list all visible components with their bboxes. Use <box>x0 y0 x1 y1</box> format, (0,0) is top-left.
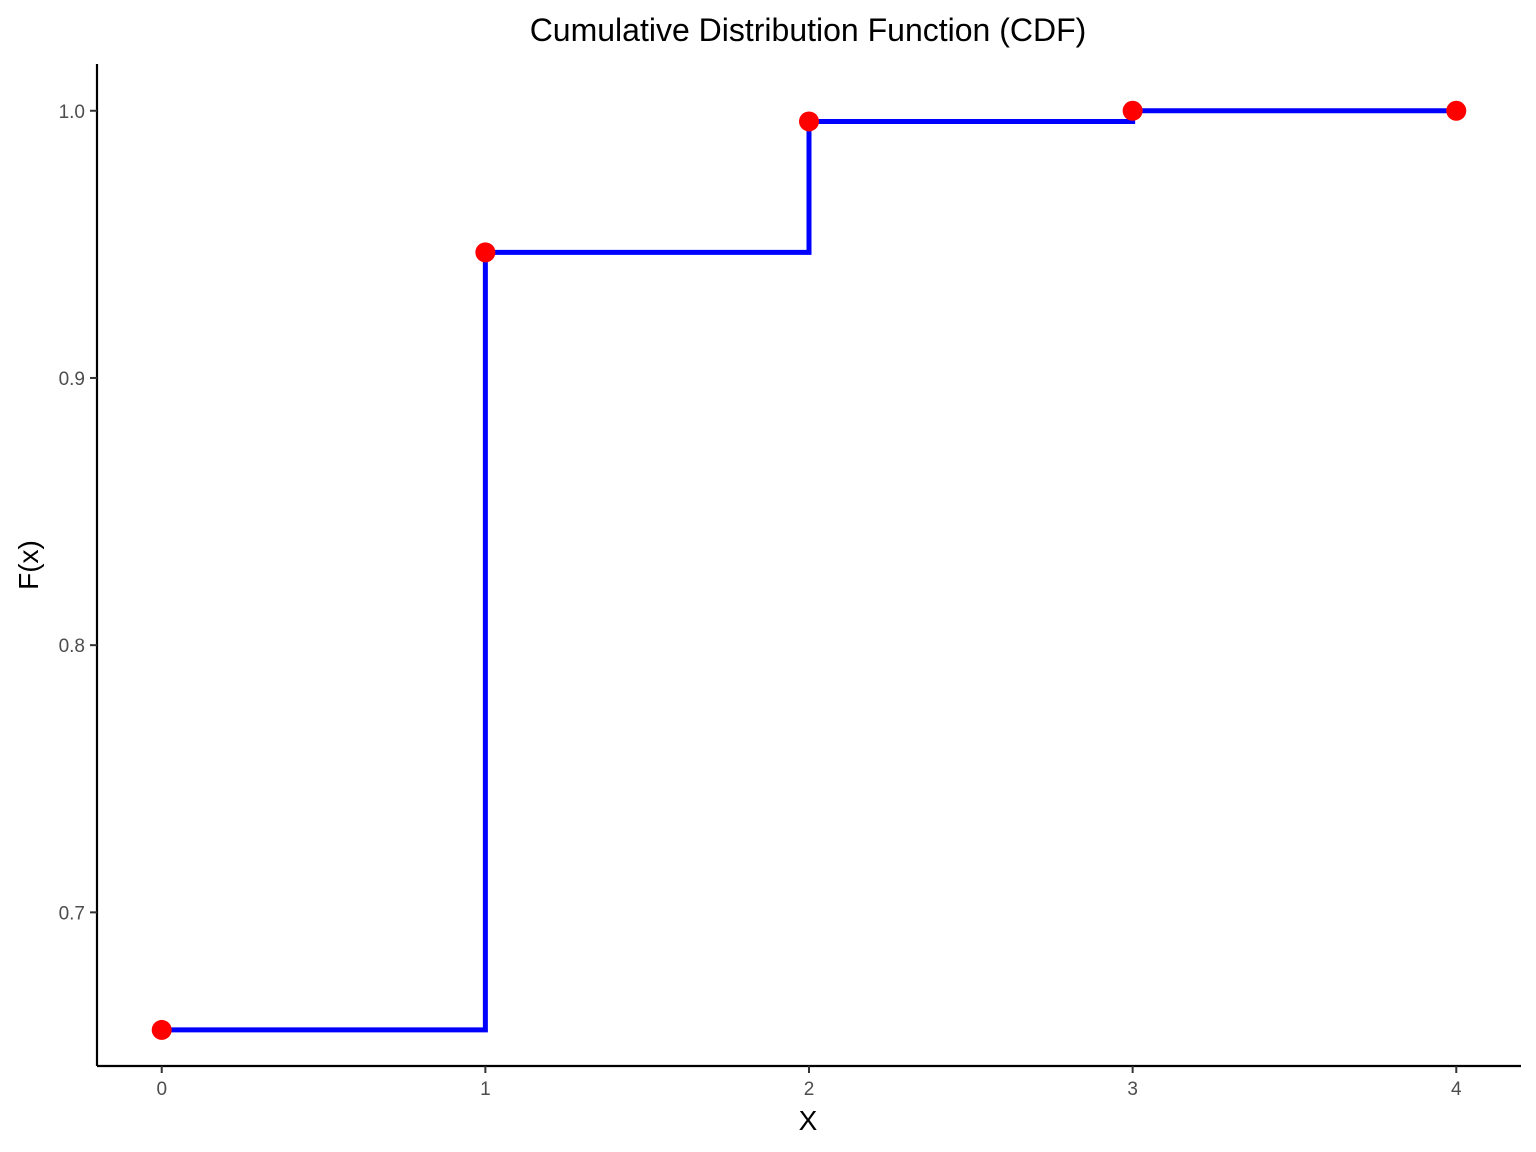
y-axis-ticks: 0.7 0.8 0.9 1.0 <box>59 102 97 924</box>
chart-title: Cumulative Distribution Function (CDF) <box>530 12 1087 48</box>
data-points <box>151 100 1467 1040</box>
step-line-series <box>161 108 1457 1033</box>
data-point <box>1122 100 1143 121</box>
data-point <box>475 242 496 263</box>
x-tick-label: 1 <box>480 1079 491 1100</box>
x-tick-label: 0 <box>156 1079 167 1100</box>
cdf-step-line <box>161 108 1457 1033</box>
x-tick-label: 4 <box>1451 1079 1462 1100</box>
data-point <box>799 111 819 132</box>
y-tick-label: 0.9 <box>59 369 85 390</box>
y-tick-label: 0.8 <box>59 636 85 657</box>
y-tick-label: 0.7 <box>59 903 85 924</box>
x-tick-label: 2 <box>804 1079 815 1100</box>
y-axis-label: F(x) <box>13 540 44 590</box>
data-point <box>151 1019 172 1040</box>
x-axis-label: X <box>799 1105 818 1136</box>
x-tick-label: 3 <box>1127 1079 1138 1100</box>
data-point <box>1446 100 1467 121</box>
y-tick-label: 1.0 <box>59 102 85 123</box>
x-axis-ticks: 0 1 2 3 4 <box>156 1066 1462 1100</box>
